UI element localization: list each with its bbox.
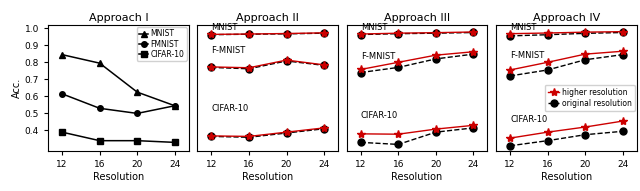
CIFAR-10 <box>133 139 141 142</box>
Legend: MNIST, FMNIST, CIFAR-10: MNIST, FMNIST, CIFAR-10 <box>137 27 187 61</box>
Text: CIFAR-10: CIFAR-10 <box>211 104 249 113</box>
Title: Approach II: Approach II <box>236 13 299 23</box>
CIFAR-10 <box>96 139 104 142</box>
Title: Approach IV: Approach IV <box>532 13 600 23</box>
Text: MNIST: MNIST <box>211 23 238 32</box>
MNIST <box>133 91 141 93</box>
FMNIST <box>96 107 104 109</box>
Text: F-MNIST: F-MNIST <box>211 46 246 56</box>
Title: Approach I: Approach I <box>88 13 148 23</box>
Title: Approach III: Approach III <box>384 13 450 23</box>
Y-axis label: Acc.: Acc. <box>12 78 22 98</box>
MNIST <box>171 105 179 107</box>
CIFAR-10 <box>171 141 179 143</box>
FMNIST <box>133 112 141 115</box>
X-axis label: Resolution: Resolution <box>541 172 592 182</box>
X-axis label: Resolution: Resolution <box>392 172 443 182</box>
Text: CIFAR-10: CIFAR-10 <box>510 116 547 125</box>
Line: FMNIST: FMNIST <box>60 91 177 116</box>
Legend: higher resolution, original resolution: higher resolution, original resolution <box>545 85 634 111</box>
Text: F-MNIST: F-MNIST <box>510 51 544 60</box>
FMNIST <box>171 105 179 107</box>
Text: MNIST: MNIST <box>361 23 387 32</box>
Line: CIFAR-10: CIFAR-10 <box>60 129 177 145</box>
X-axis label: Resolution: Resolution <box>242 172 293 182</box>
Text: MNIST: MNIST <box>510 23 536 32</box>
Text: F-MNIST: F-MNIST <box>361 52 395 61</box>
MNIST <box>96 62 104 64</box>
FMNIST <box>58 93 66 95</box>
Text: CIFAR-10: CIFAR-10 <box>361 111 398 120</box>
X-axis label: Resolution: Resolution <box>93 172 144 182</box>
Line: MNIST: MNIST <box>60 52 177 108</box>
CIFAR-10 <box>58 131 66 133</box>
MNIST <box>58 53 66 56</box>
